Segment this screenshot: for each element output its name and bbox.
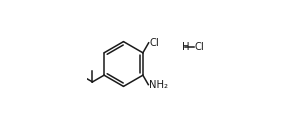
Text: Cl: Cl: [150, 38, 159, 48]
Text: H: H: [182, 42, 189, 52]
Text: Cl: Cl: [194, 42, 204, 52]
Text: NH₂: NH₂: [149, 80, 168, 90]
